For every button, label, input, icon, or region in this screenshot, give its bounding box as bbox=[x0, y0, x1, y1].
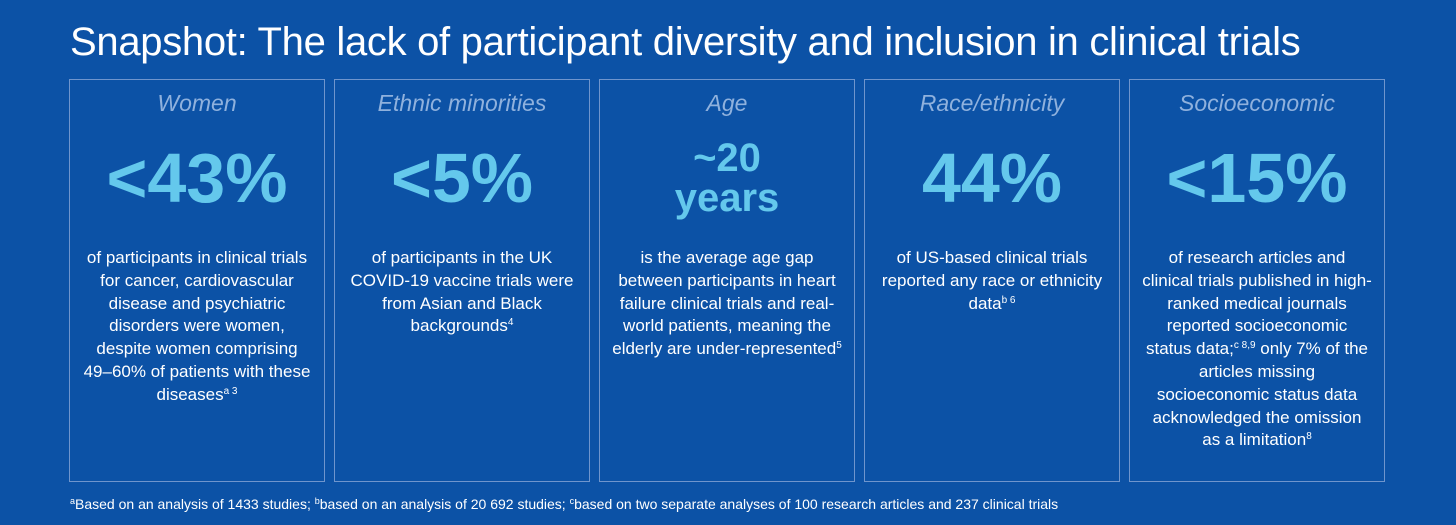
footnote-ref: 8 bbox=[1306, 431, 1312, 443]
card-category: Age bbox=[706, 90, 748, 116]
footnote-marker: b bbox=[314, 496, 320, 506]
card-description: of participants in the UK COVID-19 vacci… bbox=[347, 247, 577, 338]
card-stat: 44% bbox=[921, 139, 1063, 217]
card-race-ethnicity: Race/ethnicity 44% of US-based clinical … bbox=[864, 79, 1120, 482]
card-description-text: of participants in clinical trials for c… bbox=[83, 248, 311, 404]
card-category: Women bbox=[157, 90, 237, 116]
card-stat: <5% bbox=[390, 139, 534, 217]
card-women: Women <43% of participants in clinical t… bbox=[69, 79, 325, 482]
card-description-text: is the average age gap between participa… bbox=[612, 248, 837, 359]
footnote-marker: c bbox=[569, 496, 575, 506]
card-description: of research articles and clinical trials… bbox=[1142, 247, 1372, 452]
card-description: of US-based clinical trials reported any… bbox=[877, 247, 1107, 315]
footnote-text: Based on an analysis of 1433 studies; bbox=[75, 496, 315, 512]
card-stat: <43% bbox=[106, 139, 288, 217]
footnote-text: based on an analysis of 20 692 studies; bbox=[319, 496, 570, 512]
card-category: Race/ethnicity bbox=[919, 90, 1065, 116]
card-age: Age ~20 years is the average age gap bet… bbox=[599, 79, 855, 482]
card-socioeconomic: Socioeconomic <15% of research articles … bbox=[1129, 79, 1385, 482]
card-description: is the average age gap between participa… bbox=[612, 247, 842, 361]
footnote-ref: b 6 bbox=[1001, 294, 1016, 306]
page-title: Snapshot: The lack of participant divers… bbox=[70, 20, 1301, 64]
footnote-ref: 5 bbox=[836, 340, 842, 352]
footnote: aBased on an analysis of 1433 studies; b… bbox=[70, 496, 1058, 512]
card-stat-unit: years bbox=[674, 176, 780, 220]
footnote-text: based on two separate analyses of 100 re… bbox=[574, 496, 1059, 512]
card-description-text: of US-based clinical trials reported any… bbox=[881, 248, 1103, 313]
card-category: Ethnic minorities bbox=[377, 90, 547, 116]
card-ethnic-minorities: Ethnic minorities <5% of participants in… bbox=[334, 79, 590, 482]
footnote-marker: a bbox=[70, 496, 76, 506]
card-category: Socioeconomic bbox=[1179, 90, 1335, 116]
card-description-text: of participants in the UK COVID-19 vacci… bbox=[350, 248, 574, 336]
footnote-ref: a 3 bbox=[223, 385, 238, 397]
footnote-ref: 4 bbox=[507, 317, 514, 329]
card-description-text: only 7% of the articles missing socioeco… bbox=[1152, 339, 1369, 450]
card-description: of participants in clinical trials for c… bbox=[82, 247, 312, 407]
card-description-text: of research articles and clinical trials… bbox=[1142, 248, 1372, 359]
card-stat: ~20 years bbox=[600, 138, 854, 218]
footnote-ref: c 8,9 bbox=[1233, 340, 1256, 352]
card-stat: <15% bbox=[1166, 139, 1348, 217]
card-stat-value: ~20 bbox=[693, 136, 761, 180]
